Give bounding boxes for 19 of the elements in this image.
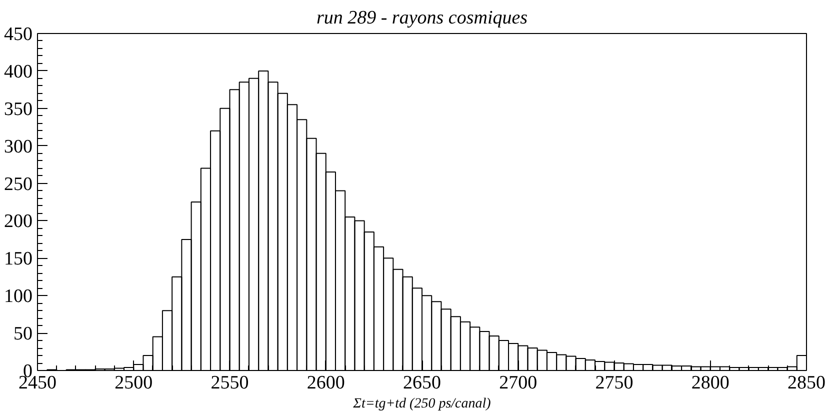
x-tick-label: 2650: [403, 372, 441, 394]
x-axis-title: Σt=tg+td (250 ps/canal): [352, 396, 492, 412]
y-tick-label: 150: [4, 248, 32, 270]
x-tick-label: 2500: [114, 372, 153, 394]
x-tick-label: 2550: [210, 372, 249, 394]
y-tick-label: 200: [4, 211, 32, 232]
y-tick-label: 400: [4, 61, 32, 82]
x-tick-label: 2800: [691, 372, 730, 394]
y-tick-label: 450: [4, 24, 32, 45]
x-tick-label: 2600: [306, 372, 345, 394]
y-tick-label: 350: [4, 98, 32, 120]
y-tick-label: 250: [4, 174, 32, 195]
y-tick-label: 100: [4, 286, 32, 308]
x-tick-label: 2700: [499, 372, 538, 394]
y-tick-label: 300: [4, 136, 32, 158]
y-tick-label: 50: [14, 324, 32, 345]
x-tick-label: 2750: [595, 372, 634, 394]
x-tick-label: 2850: [788, 372, 826, 394]
chart-title: run 289 - rayons cosmiques: [316, 8, 528, 28]
